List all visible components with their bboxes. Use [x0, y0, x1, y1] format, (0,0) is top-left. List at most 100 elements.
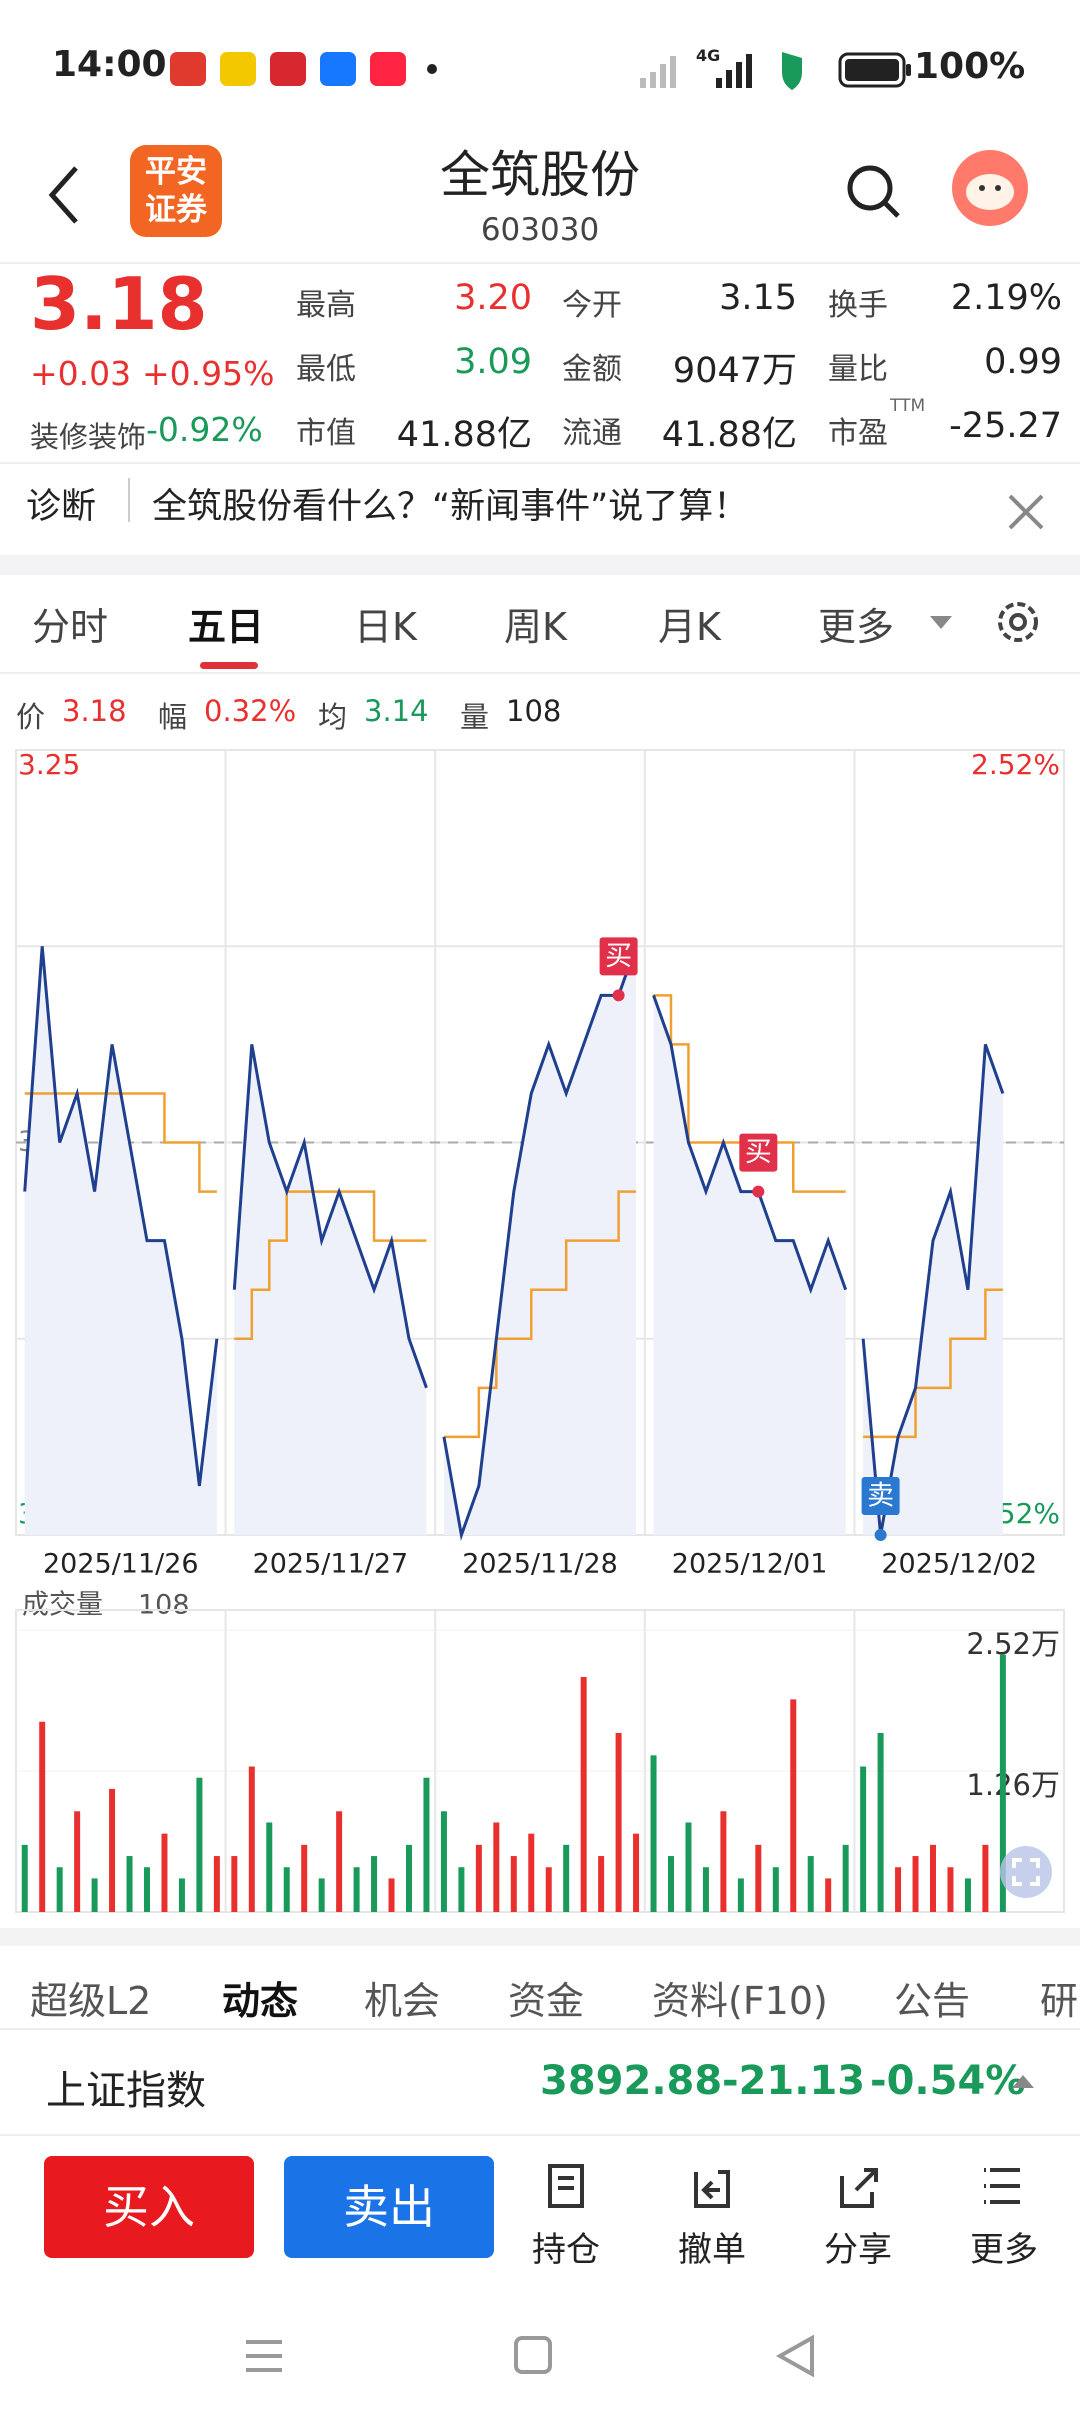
info-tab[interactable]: 资金: [508, 1979, 585, 2023]
stat-label: 金额: [562, 352, 622, 387]
stat-label: 最高: [296, 288, 356, 323]
index-value: 3892.88: [540, 2058, 723, 2104]
tool-label[interactable]: 更多: [970, 2230, 1038, 2270]
trade-point: [752, 1185, 765, 1198]
chart-tab[interactable]: 更多: [818, 605, 895, 649]
tool-icon[interactable]: [686, 2160, 738, 2212]
tool-label[interactable]: 分享: [824, 2230, 892, 2270]
price-area: [653, 995, 846, 1535]
divider: [0, 2028, 1080, 2030]
tool-icon[interactable]: [832, 2160, 884, 2212]
volume-bar: [248, 1766, 255, 1912]
info-tab[interactable]: 机会: [364, 1979, 441, 2023]
volume-bar: [737, 1878, 744, 1912]
info-tab[interactable]: 资料(F10): [652, 1979, 828, 2023]
chart-tab[interactable]: 周K: [504, 605, 567, 649]
info-label: 均: [318, 700, 348, 734]
broker-logo: 平安 证券: [130, 145, 222, 237]
expand-caret[interactable]: [1010, 2072, 1036, 2092]
volume-bar: [999, 1654, 1006, 1912]
volume-bar: [231, 1856, 238, 1912]
volume-bar: [39, 1721, 46, 1912]
clock: 14:00: [52, 44, 167, 85]
volume-bar: [388, 1878, 395, 1912]
price-area: [234, 1044, 427, 1535]
tool-label[interactable]: 撤单: [678, 2230, 746, 2270]
stock-code: 603030: [480, 212, 600, 248]
stat-value: 9047万: [672, 351, 797, 391]
chart-tab[interactable]: 日K: [354, 605, 417, 649]
info-value: 3.14: [364, 694, 429, 728]
chart-tab[interactable]: 五日: [188, 605, 265, 649]
stat-label: 市值: [296, 416, 356, 451]
sell-button[interactable]: 卖出: [284, 2156, 494, 2258]
info-tab[interactable]: 公告: [894, 1979, 971, 2023]
info-value: 3.18: [62, 694, 127, 728]
volume-bar: [318, 1878, 325, 1912]
info-label: 价: [16, 700, 46, 734]
volume-bar: [301, 1844, 308, 1912]
volume-bar: [790, 1699, 797, 1912]
tool-icon[interactable]: [540, 2160, 592, 2212]
volume-tick-label: 2.52万: [966, 1627, 1060, 1661]
volume-bar: [895, 1867, 902, 1912]
notice-separator: [128, 478, 130, 522]
info-tab[interactable]: 超级L2: [30, 1979, 152, 2023]
volume-bar: [178, 1878, 185, 1912]
network-type: 4G: [696, 46, 721, 65]
price-area: [863, 1044, 1003, 1535]
info-label: 幅: [158, 700, 188, 734]
date-label: 2025/12/01: [672, 1549, 828, 1580]
stat-label: 换手: [828, 288, 888, 323]
settings-button[interactable]: [992, 596, 1044, 648]
tool-glyph: [984, 2168, 1020, 2204]
battery-level: 100%: [914, 46, 1026, 87]
chart-tab[interactable]: 月K: [658, 605, 721, 649]
avatar[interactable]: [950, 148, 1030, 228]
info-tab[interactable]: 动态: [222, 1979, 299, 2023]
info-value: 108: [506, 694, 562, 728]
info-tab[interactable]: 研: [1040, 1979, 1079, 2023]
search-button[interactable]: [842, 160, 906, 224]
notification-icons: [170, 52, 437, 86]
navigation-bar: [246, 2334, 814, 2378]
volume-bar: [21, 1844, 28, 1912]
logo-line: 证券: [145, 192, 207, 228]
index-pct: -0.54%: [870, 2058, 1026, 2104]
volume-bar: [842, 1844, 849, 1912]
info-value: 0.32%: [204, 694, 297, 728]
notice-text[interactable]: 全筑股份看什么？“新闻事件”说了算！: [152, 487, 749, 527]
stat-label: 量比: [828, 352, 888, 387]
volume-bar: [406, 1844, 412, 1912]
divider: [0, 462, 1080, 464]
back-button[interactable]: [40, 160, 90, 230]
stat-value: 3.20: [454, 278, 532, 318]
tool-glyph: [548, 2164, 584, 2208]
volume-bar: [283, 1867, 290, 1912]
volume-bar: [266, 1822, 273, 1912]
volume-bar: [563, 1844, 570, 1912]
volume-bar: [825, 1878, 832, 1912]
avg-line: [24, 1092, 217, 1193]
volume-bar: [336, 1811, 343, 1912]
more-caret[interactable]: [928, 612, 954, 632]
price-change: +0.03: [30, 354, 132, 393]
tool-icon[interactable]: [978, 2160, 1030, 2212]
volume-bar: [598, 1856, 605, 1912]
stat-label: 市盈: [828, 416, 888, 451]
trade-marker-label: 买: [605, 941, 632, 972]
volume-bar: [493, 1822, 500, 1912]
stat-value: 41.88亿: [661, 415, 797, 455]
tool-label[interactable]: 持仓: [532, 2230, 600, 2270]
chart-tab[interactable]: 分时: [32, 605, 109, 649]
date-label: 2025/11/26: [43, 1549, 199, 1580]
avg-line: [443, 1190, 637, 1439]
close-notice[interactable]: [1006, 492, 1046, 532]
buy-button[interactable]: 买入: [44, 2156, 254, 2258]
index-name[interactable]: 上证指数: [46, 2068, 206, 2114]
fullscreen-button[interactable]: [998, 1844, 1054, 1900]
stat-value: 2.19%: [950, 278, 1062, 318]
sector-change: -0.92%: [146, 410, 263, 449]
volume-bar: [528, 1833, 535, 1912]
stat-label: 最低: [296, 352, 356, 387]
